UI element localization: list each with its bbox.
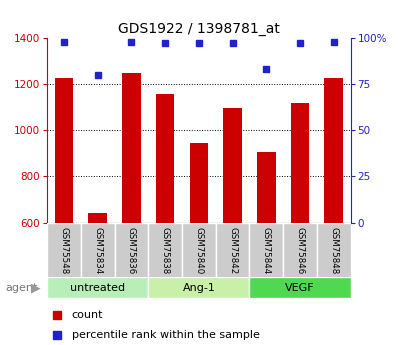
- Text: GSM75840: GSM75840: [194, 227, 203, 274]
- Bar: [182, 223, 215, 278]
- Text: GSM75846: GSM75846: [295, 227, 304, 274]
- Bar: [256, 152, 275, 223]
- Bar: [215, 223, 249, 278]
- Text: VEGF: VEGF: [285, 283, 314, 293]
- Text: percentile rank within the sample: percentile rank within the sample: [72, 329, 259, 339]
- Bar: [88, 213, 107, 223]
- Bar: [155, 95, 174, 223]
- Bar: [114, 223, 148, 278]
- Bar: [316, 223, 350, 278]
- Bar: [324, 78, 342, 223]
- Bar: [249, 277, 350, 298]
- Bar: [122, 73, 140, 223]
- Bar: [223, 108, 241, 223]
- Text: agent: agent: [5, 283, 37, 293]
- Text: GSM75842: GSM75842: [227, 227, 236, 274]
- Text: GSM75834: GSM75834: [93, 227, 102, 274]
- Bar: [81, 223, 114, 278]
- Title: GDS1922 / 1398781_at: GDS1922 / 1398781_at: [118, 21, 279, 36]
- Bar: [47, 277, 148, 298]
- Text: ▶: ▶: [31, 281, 40, 294]
- Bar: [148, 277, 249, 298]
- Text: GSM75838: GSM75838: [160, 227, 169, 274]
- Text: GSM75844: GSM75844: [261, 227, 270, 274]
- Text: count: count: [72, 310, 103, 320]
- Text: untreated: untreated: [70, 283, 125, 293]
- Text: GSM75848: GSM75848: [328, 227, 337, 274]
- Bar: [189, 143, 208, 223]
- Bar: [148, 223, 182, 278]
- Bar: [290, 102, 308, 223]
- Bar: [55, 78, 73, 223]
- Text: GSM75836: GSM75836: [127, 227, 136, 274]
- Bar: [47, 223, 81, 278]
- Bar: [283, 223, 316, 278]
- Text: Ang-1: Ang-1: [182, 283, 215, 293]
- Bar: [249, 223, 283, 278]
- Text: GSM75548: GSM75548: [59, 227, 68, 274]
